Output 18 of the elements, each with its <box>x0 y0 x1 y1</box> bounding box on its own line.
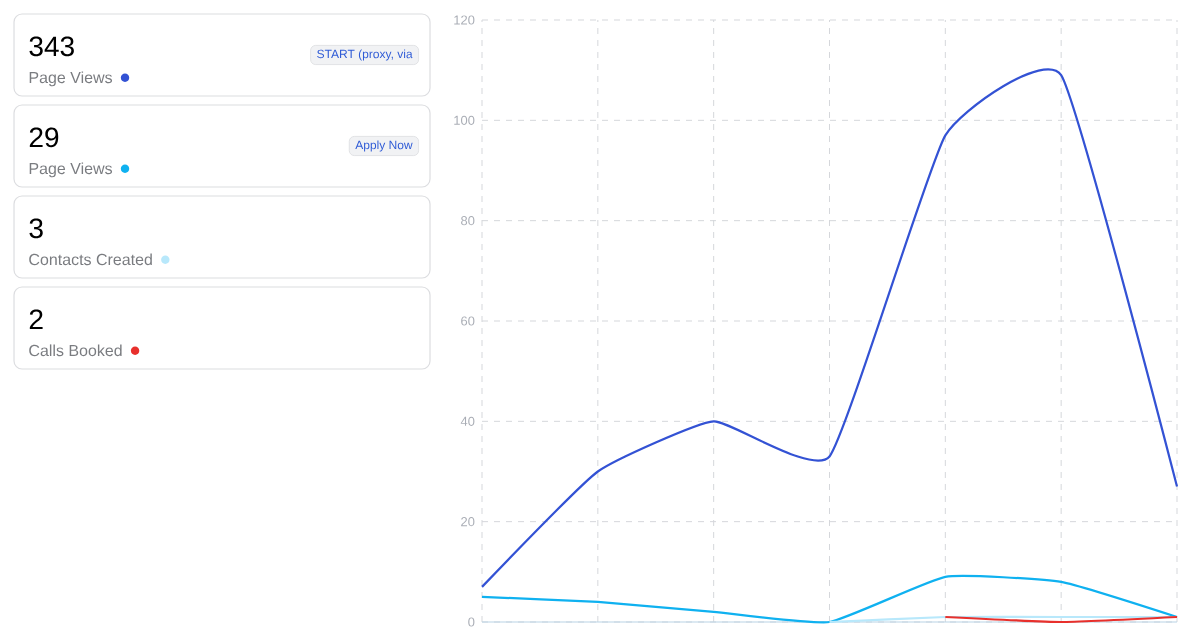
category-label: Calls Booked <box>29 344 122 357</box>
text: Apply Now <box>355 140 413 152</box>
y-tick-label: 0 <box>468 617 475 627</box>
text: START (proxy, via <box>317 49 413 61</box>
text: 2 <box>29 309 43 330</box>
y-tick-label: 20 <box>461 517 475 527</box>
y-tick-label: 120 <box>454 15 475 25</box>
category-label: Page Views <box>29 71 113 87</box>
y-tick-label: 100 <box>454 115 475 126</box>
text: 29 <box>29 127 59 148</box>
y-tick-label: 40 <box>460 416 475 427</box>
y-tick-label: 80 <box>461 216 475 226</box>
y-tick-label: 60 <box>461 316 475 326</box>
category-label: Page Views <box>29 162 113 178</box>
category-label: Contacts Created <box>29 253 152 266</box>
text: 3 <box>29 218 43 239</box>
line-series <box>480 575 1179 624</box>
text: 343 <box>29 36 74 57</box>
